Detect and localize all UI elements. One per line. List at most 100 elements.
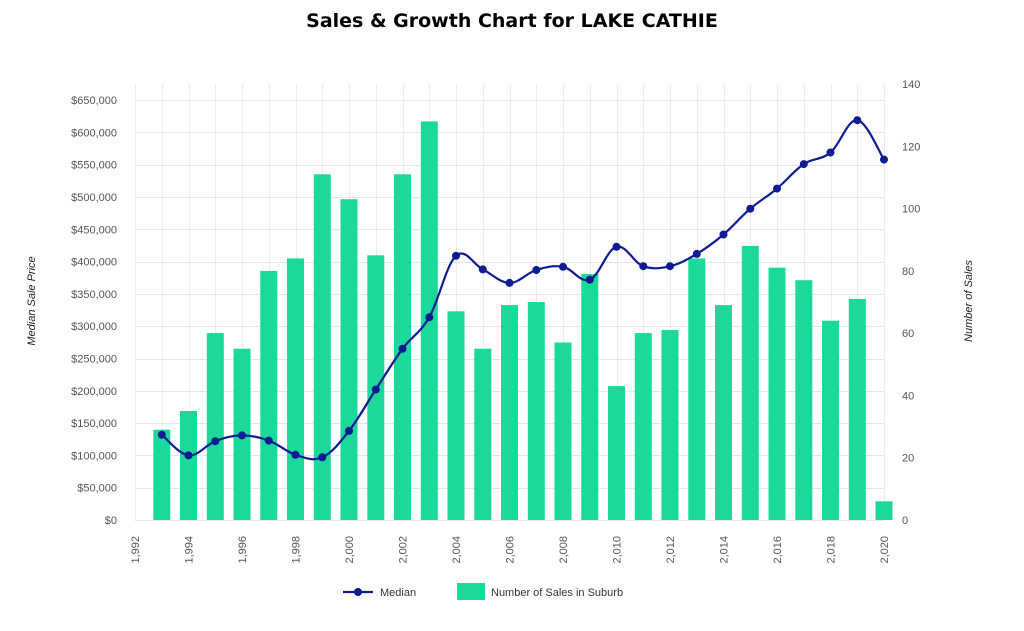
median-point-2009[interactable] xyxy=(585,275,594,284)
y-left-tick-label: $250,000 xyxy=(71,354,117,366)
bar-2006[interactable] xyxy=(501,305,518,520)
bar-1999[interactable] xyxy=(313,174,331,521)
x-tick-label: 2,016 xyxy=(772,536,784,564)
bar-2005[interactable] xyxy=(474,348,492,520)
x-tick-label: 2,014 xyxy=(719,536,731,564)
median-point-2005[interactable] xyxy=(478,265,487,274)
median-point-1996[interactable] xyxy=(238,431,246,440)
y-left-tick-label: $550,000 xyxy=(71,160,117,172)
y-right-axis-title: Number of Sales xyxy=(963,260,975,342)
median-point-1995[interactable] xyxy=(211,437,220,446)
y-left-tick-label: $500,000 xyxy=(71,192,117,204)
median-point-2002[interactable] xyxy=(398,344,407,353)
median-point-2014[interactable] xyxy=(719,230,728,239)
legend-label-median: Median xyxy=(380,587,416,599)
bar-2013[interactable] xyxy=(688,258,706,520)
legend-point-swatch xyxy=(354,588,362,596)
y-left-tick-label: $650,000 xyxy=(71,95,117,107)
x-tick-label: 1,996 xyxy=(237,536,249,564)
bar-1997[interactable] xyxy=(260,270,278,520)
bar-2000[interactable] xyxy=(340,199,358,520)
median-point-2016[interactable] xyxy=(773,184,781,193)
x-tick-label: 2,002 xyxy=(398,536,410,564)
y-left-tick-label: $600,000 xyxy=(71,127,117,139)
y-left-tick-label: $450,000 xyxy=(71,224,117,236)
bar-2018[interactable] xyxy=(822,320,839,520)
y-right-tick-label: 0 xyxy=(902,515,908,527)
median-point-2020[interactable] xyxy=(880,155,888,164)
median-point-2018[interactable] xyxy=(826,148,835,157)
bar-2019[interactable] xyxy=(848,298,866,520)
x-tick-label: 2,004 xyxy=(451,536,463,564)
y-left-tick-label: $300,000 xyxy=(71,321,117,333)
y-left-tick-label: $150,000 xyxy=(71,418,117,430)
x-tick-label: 2,000 xyxy=(344,536,356,564)
bar-2016[interactable] xyxy=(768,267,786,520)
median-point-1999[interactable] xyxy=(318,453,327,462)
median-point-1997[interactable] xyxy=(264,436,273,445)
median-point-1993[interactable] xyxy=(157,430,166,439)
bar-series xyxy=(153,121,893,521)
median-point-2006[interactable] xyxy=(505,278,514,287)
y-left-tick-label: $200,000 xyxy=(71,386,117,398)
y-right-tick-label: 60 xyxy=(902,328,914,340)
x-tick-label: 2,012 xyxy=(665,536,677,564)
median-point-2019[interactable] xyxy=(853,116,862,125)
y-right-tick-label: 100 xyxy=(902,204,920,216)
median-point-2013[interactable] xyxy=(692,249,701,258)
x-tick-label: 1,998 xyxy=(291,536,303,564)
axes: $0 $50,000 $100,000 $150,000 $200,000 $250,00… xyxy=(71,79,920,564)
y-left-tick-label: $350,000 xyxy=(71,289,117,301)
bar-2020[interactable] xyxy=(875,501,893,520)
median-point-1998[interactable] xyxy=(291,450,300,459)
bar-1994[interactable] xyxy=(180,411,197,520)
bar-2009[interactable] xyxy=(581,274,599,520)
x-tick-label: 2,020 xyxy=(879,536,891,564)
median-point-1994[interactable] xyxy=(184,451,193,460)
y-right-tick-label: 20 xyxy=(902,453,914,465)
bar-1998[interactable] xyxy=(287,258,304,520)
bar-1993[interactable] xyxy=(153,429,171,520)
median-line xyxy=(161,119,885,461)
median-point-2011[interactable] xyxy=(639,262,648,271)
legend-label-sales: Number of Sales in Suburb xyxy=(491,587,623,599)
bar-2011[interactable] xyxy=(634,333,652,520)
bar-2007[interactable] xyxy=(527,302,545,520)
bar-2012[interactable] xyxy=(661,330,679,520)
median-point-2015[interactable] xyxy=(746,204,755,213)
median-point-2008[interactable] xyxy=(559,262,567,271)
median-point-2004[interactable] xyxy=(452,251,460,260)
legend-item-sales[interactable]: Number of Sales in Suburb xyxy=(457,583,623,600)
median-point-2000[interactable] xyxy=(345,426,353,435)
median-point-2012[interactable] xyxy=(666,262,674,271)
bar-1995[interactable] xyxy=(206,333,224,520)
y-right-tick-label: 40 xyxy=(902,390,914,402)
x-tick-label: 2,010 xyxy=(612,536,624,564)
legend-bar-swatch xyxy=(457,583,485,600)
median-point-2003[interactable] xyxy=(425,313,434,322)
x-tick-label: 1,994 xyxy=(184,536,196,564)
bar-2010[interactable] xyxy=(608,386,625,520)
median-point-2017[interactable] xyxy=(799,160,808,169)
bar-2014[interactable] xyxy=(715,305,732,520)
legend[interactable]: Median Number of Sales in Suburb xyxy=(343,583,623,600)
y-left-tick-label: $50,000 xyxy=(77,483,117,495)
bar-2017[interactable] xyxy=(795,280,813,520)
chart-title: Sales & Growth Chart for LAKE CATHIE xyxy=(306,10,718,32)
bar-2008[interactable] xyxy=(554,342,572,521)
bar-2015[interactable] xyxy=(741,245,759,520)
median-point-2010[interactable] xyxy=(612,242,621,251)
bar-2004[interactable] xyxy=(447,311,465,520)
x-tick-label: 2,018 xyxy=(826,536,838,564)
x-tick-label: 1,992 xyxy=(130,536,142,564)
median-point-2007[interactable] xyxy=(532,266,541,274)
y-left-tick-label: $400,000 xyxy=(71,257,117,269)
median-point-2001[interactable] xyxy=(371,385,380,394)
legend-item-median[interactable]: Median xyxy=(343,587,416,599)
x-tick-label: 2,008 xyxy=(558,536,570,564)
y-left-axis-title: Median Sale Price xyxy=(26,256,38,345)
line-series xyxy=(157,116,888,462)
y-left-tick-label: $100,000 xyxy=(71,450,117,462)
